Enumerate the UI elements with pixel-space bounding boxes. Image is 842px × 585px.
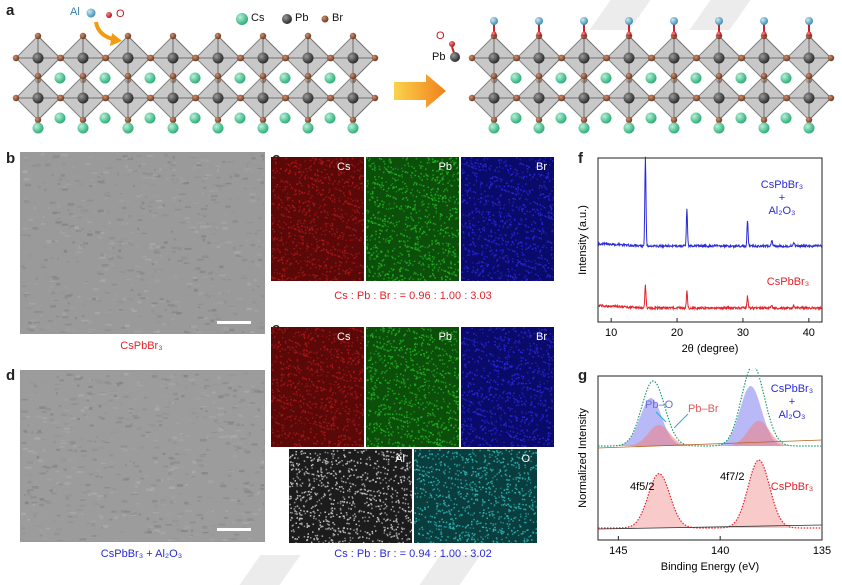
eds-map-label: Br: [536, 161, 547, 173]
ratio-e: Cs : Pb : Br : = 0.94 : 1.00 : 3.02: [272, 548, 554, 560]
eds-map-cs: Cs: [271, 157, 364, 281]
eds-map-cs: Cs: [271, 327, 364, 447]
ratio-c: Cs : Pb : Br : = 0.96 : 1.00 : 3.03: [272, 290, 554, 302]
eds-map-pb: Pb: [366, 157, 459, 281]
xps-ylabel: Normalized Intensity: [577, 408, 589, 508]
xrd-ylabel: Intensity (a.u.): [577, 205, 589, 275]
panel-label-b: b: [6, 150, 15, 167]
scale-bar: [217, 321, 251, 324]
pb-atom-label: Pb: [432, 51, 445, 63]
perovskite-structure-diagram: [0, 0, 842, 145]
xrd-series-label-top: CsPbBr₃: [761, 179, 803, 191]
legend-br-label: Br: [332, 12, 343, 24]
sem-texture: [21, 371, 264, 541]
eds-map-label: Pb: [439, 331, 452, 343]
transform-arrow-icon: [394, 74, 446, 108]
xps-peak-fill: [598, 460, 822, 528]
xps-xlabel: Binding Energy (eV): [661, 561, 759, 573]
lattice-coated: [469, 17, 834, 134]
label-4f72: 4f7/2: [720, 471, 744, 483]
eds-maps-pristine: Cs Pb Br: [271, 157, 554, 281]
sem-texture: [21, 153, 264, 333]
eds-map-label: Br: [536, 331, 547, 343]
sem-image-coated: [20, 370, 265, 542]
xps-chart: 145 140 135 Normalized Intensity Binding Ene…: [560, 368, 840, 582]
panel-label-d: d: [6, 367, 15, 384]
eds-map-label: Cs: [337, 331, 350, 343]
eds-map-label: O: [521, 453, 530, 465]
eds-map-o: O: [414, 449, 537, 543]
legend-o-label: O: [116, 8, 125, 20]
xrd-series-line: [598, 285, 822, 310]
o-atom-label: O: [436, 30, 445, 42]
xps-fit-line-bottom: [598, 460, 821, 528]
xps-series-label-bottom: CsPbBr₃: [771, 481, 813, 493]
xrd-series-line: [598, 157, 822, 248]
label-4f52: 4f5/2: [630, 481, 654, 493]
eds-map-label: Pb: [439, 161, 452, 173]
xrd-xlabel: 2θ (degree): [682, 343, 739, 355]
caption-b: CsPbBr₃: [20, 340, 263, 352]
xrd-tick-label: 20: [671, 327, 683, 339]
eds-maps-coated: Cs Pb Br Al O: [271, 327, 554, 545]
xrd-tick-label: 40: [803, 327, 815, 339]
lattice-pristine: [13, 33, 378, 134]
eds-map-al: Al: [289, 449, 412, 543]
sem-image-pristine: [20, 152, 265, 334]
eds-map-label: Cs: [337, 161, 350, 173]
xps-series-label-top: CsPbBr₃: [771, 383, 813, 395]
eds-map-br: Br: [461, 327, 554, 447]
xrd-tick-label: 30: [737, 327, 749, 339]
caption-d: CsPbBr₃ + Al₂O₃: [20, 548, 263, 560]
eds-map-label: Al: [395, 453, 405, 465]
xps-tick-label: 135: [813, 545, 831, 557]
xrd-chart: 10 20 30 40 Intensity (a.u.) 2θ (degree) CsPbB…: [560, 150, 840, 365]
xps-tick-label: 145: [609, 545, 627, 557]
xps-tick-label: 140: [711, 545, 729, 557]
eds-map-br: Br: [461, 157, 554, 281]
eds-map-pb: Pb: [366, 327, 459, 447]
legend-cs-label: Cs: [251, 12, 264, 24]
label-pbo: Pb–O: [645, 399, 674, 411]
scale-bar: [217, 528, 251, 531]
legend-pb-label: Pb: [295, 12, 308, 24]
legend-al-label: Al: [70, 6, 80, 18]
xrd-tick-label: 10: [605, 327, 617, 339]
xrd-series-label-bottom: CsPbBr₃: [767, 276, 809, 288]
label-pbbr: Pb–Br: [688, 403, 719, 415]
